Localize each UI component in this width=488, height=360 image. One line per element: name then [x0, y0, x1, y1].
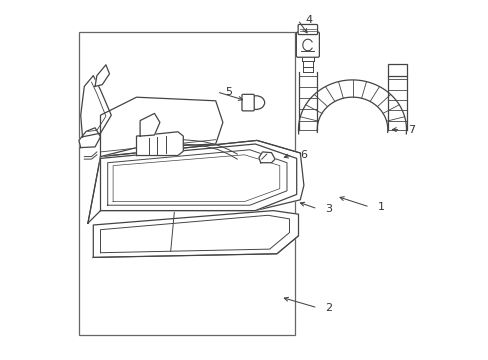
Text: 2: 2 [325, 303, 332, 313]
FancyBboxPatch shape [242, 94, 254, 111]
Polygon shape [258, 152, 275, 163]
Polygon shape [95, 65, 109, 86]
Polygon shape [136, 132, 183, 156]
Polygon shape [101, 144, 296, 211]
Polygon shape [93, 211, 298, 257]
Text: 3: 3 [325, 204, 332, 214]
Polygon shape [140, 113, 160, 136]
Polygon shape [298, 80, 406, 134]
Text: 1: 1 [377, 202, 384, 212]
Text: 4: 4 [305, 15, 312, 25]
Text: 6: 6 [300, 150, 307, 160]
FancyBboxPatch shape [296, 32, 319, 57]
Ellipse shape [247, 96, 264, 109]
Text: 7: 7 [407, 125, 415, 135]
FancyBboxPatch shape [298, 24, 317, 35]
Text: 5: 5 [224, 87, 231, 97]
Polygon shape [79, 128, 101, 148]
Polygon shape [88, 140, 303, 223]
Polygon shape [81, 76, 111, 137]
Polygon shape [101, 97, 223, 157]
FancyBboxPatch shape [387, 64, 406, 76]
Bar [79, 32, 294, 335]
